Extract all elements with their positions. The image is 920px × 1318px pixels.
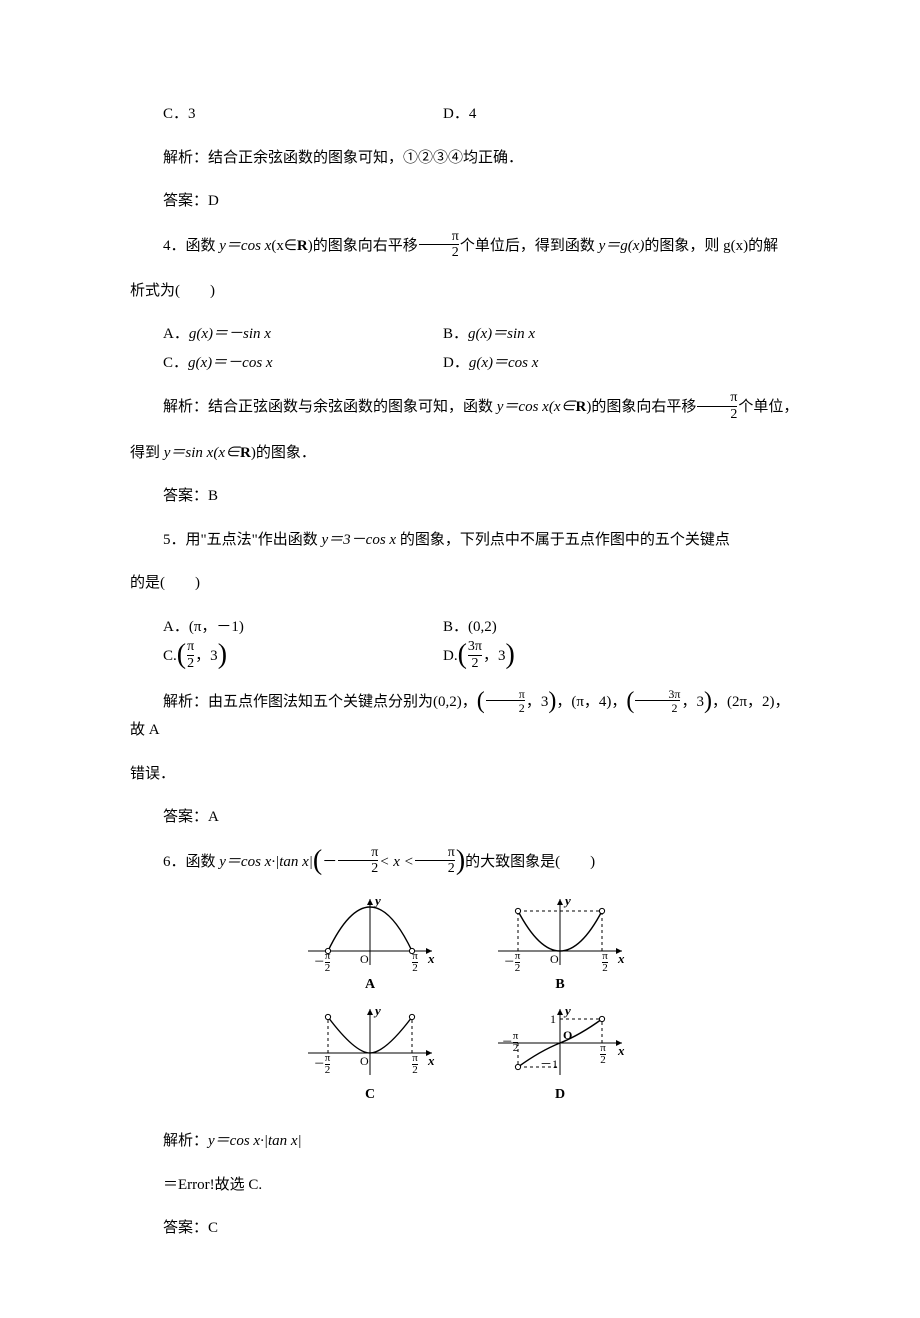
q4-option-b: B．g(x)＝sin x [443, 320, 535, 349]
fig-label-c: C [300, 1082, 440, 1109]
svg-text:y: y [373, 1003, 381, 1018]
tick-neg1: －1 [540, 1057, 558, 1071]
svg-text:O: O [360, 952, 369, 966]
svg-text:O: O [360, 1054, 369, 1068]
svg-text:O: O [563, 1028, 572, 1042]
q6-fig-d: O x y 1 －1 －π2 π2 D [490, 1003, 630, 1109]
q5-option-a: A．(π，－1) [163, 613, 443, 642]
q6-figure-grid: O x y －π2 π2 A [130, 893, 800, 1112]
q6-fig-c: O x y －π2 π2 C [300, 1003, 440, 1109]
q4-option-d: D．g(x)＝cos x [443, 349, 538, 378]
svg-text:y: y [563, 893, 571, 908]
tick-1: 1 [550, 1012, 556, 1026]
fig-label-b: B [490, 972, 630, 999]
svg-text:x: x [427, 1053, 435, 1068]
q6-fig-a: O x y －π2 π2 A [300, 893, 440, 999]
q5-options-cd: C.(π2，3) D.(3π2，3) [163, 641, 800, 672]
q5-option-c: C.(π2，3) [163, 641, 443, 672]
q6-stem: 6．函数 y＝cos x·|tan x|(－π2< x <π2)的大致图象是( … [130, 847, 800, 878]
q6-fig-b: O x y －π2 π2 B [490, 893, 630, 999]
svg-text:x: x [617, 1043, 625, 1058]
fraction: π2 [338, 846, 378, 877]
q4-explanation-line2: 得到 y＝sin x(x∈R)的图象． [130, 439, 800, 468]
fraction: 3π2 [635, 688, 680, 715]
q3-options-cd: C．3 D．4 [163, 100, 800, 129]
q5-answer: 答案：A [130, 803, 800, 832]
fraction: π2 [486, 688, 525, 715]
q5-option-b: B．(0,2) [443, 613, 497, 642]
fraction: π2 [187, 640, 194, 671]
q5-explanation-line1: 解析：由五点作图法知五个关键点分别为(0,2)，(π2，3)，(π，4)，(3π… [130, 688, 800, 745]
fraction-pi-2: π2 [697, 391, 737, 422]
q5-options-ab: A．(π，－1) B．(0,2) [163, 613, 800, 642]
svg-text:x: x [617, 951, 625, 966]
q6-explanation-line2: ＝Error!故选 C. [130, 1171, 800, 1200]
document-page: C．3 D．4 解析：结合正余弦函数的图象可知，①②③④均正确． 答案：D 4．… [0, 0, 920, 1318]
fig-label-d: D [490, 1082, 630, 1109]
math-expr: y＝cos x [219, 238, 271, 254]
fraction: π2 [415, 846, 455, 877]
svg-text:y: y [373, 893, 381, 908]
svg-text:y: y [563, 1003, 571, 1018]
q4-answer: 答案：B [130, 482, 800, 511]
q4-option-c: C．g(x)＝－cos x [163, 349, 443, 378]
q4-options-cd: C．g(x)＝－cos x D．g(x)＝cos x [163, 349, 800, 378]
q4-stem-line2: 析式为( ) [130, 277, 800, 306]
q4-option-a: A．g(x)＝－sin x [163, 320, 443, 349]
fig-label-a: A [300, 972, 440, 999]
q3-answer: 答案：D [130, 187, 800, 216]
q4-stem-line1: 4．函数 y＝cos x(x∈R)的图象向右平移π2个单位后，得到函数 y＝g(… [130, 231, 800, 262]
q3-explanation: 解析：结合正余弦函数的图象可知，①②③④均正确． [130, 144, 800, 173]
q5-stem-line1: 5．用"五点法"作出函数 y＝3－cos x 的图象，下列点中不属于五点作图中的… [130, 526, 800, 555]
q6-answer: 答案：C [130, 1214, 800, 1243]
q3-option-c: C．3 [163, 100, 443, 129]
fraction: 3π2 [468, 640, 482, 671]
fraction-pi-2: π2 [419, 230, 459, 261]
svg-text:x: x [427, 951, 435, 966]
q5-stem-line2: 的是( ) [130, 569, 800, 598]
q4-explanation-line1: 解析：结合正弦函数与余弦函数的图象可知，函数 y＝cos x(x∈R)的图象向右… [130, 392, 800, 423]
q5-option-d: D.(3π2，3) [443, 641, 515, 672]
svg-text:O: O [550, 952, 559, 966]
q6-explanation-line1: 解析：y＝cos x·|tan x| [130, 1127, 800, 1156]
q4-options-ab: A．g(x)＝－sin x B．g(x)＝sin x [163, 320, 800, 349]
q3-option-d: D．4 [443, 100, 476, 129]
q5-explanation-line2: 错误． [130, 760, 800, 789]
